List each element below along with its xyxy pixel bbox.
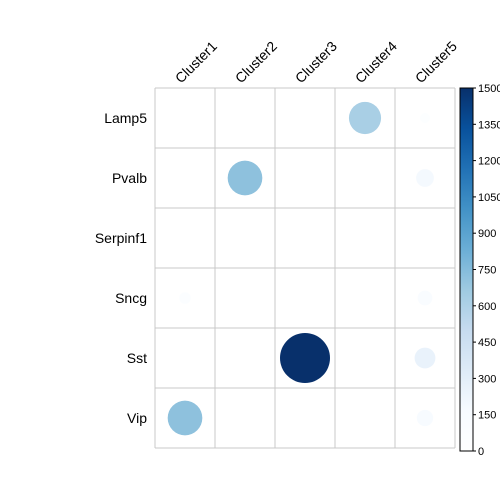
circles <box>167 101 436 436</box>
colorbar-bar <box>459 87 474 452</box>
data-circle <box>167 400 203 436</box>
row-label: Serpinf1 <box>95 230 147 246</box>
column-label: Cluster3 <box>292 38 340 86</box>
colorbar-tick-label: 0 <box>478 446 484 458</box>
colorbar-tick-label: 1200 <box>478 156 500 168</box>
colorbar-tick-label: 1050 <box>478 192 500 204</box>
row-label: Lamp5 <box>104 110 147 126</box>
row-labels: Lamp5 Pvalb Serpinf1 Sncg Sst Vip <box>95 110 147 426</box>
data-circle <box>348 101 382 135</box>
colorbar-tick-label: 900 <box>478 228 496 240</box>
data-circle <box>179 292 191 304</box>
data-circle <box>417 290 433 306</box>
colorbar-tick-label: 600 <box>478 301 496 313</box>
colorbar-tick-label: 300 <box>478 373 496 385</box>
column-label: Cluster5 <box>412 38 460 86</box>
data-circle <box>416 409 434 427</box>
data-circle <box>423 236 427 240</box>
column-label: Cluster1 <box>172 38 220 86</box>
row-label: Vip <box>127 410 147 426</box>
data-circle <box>420 113 430 123</box>
colorbar-tick-label: 750 <box>478 265 496 277</box>
colorbar-tick-label: 1500 <box>478 83 500 95</box>
colorbar-tick-label: 150 <box>478 410 496 422</box>
data-circle <box>414 347 436 369</box>
row-label: Sst <box>127 350 147 366</box>
colorbar: 0 150 300 450 600 750 900 1050 1200 1350 1500 <box>459 83 500 458</box>
data-circle <box>227 160 263 196</box>
column-labels: Cluster1 Cluster2 Cluster3 Cluster4 Cluster5 <box>172 38 460 86</box>
data-circle <box>182 235 188 241</box>
data-circle <box>416 169 434 187</box>
colorbar-tick-label: 450 <box>478 337 496 349</box>
row-label: Sncg <box>115 290 147 306</box>
column-label: Cluster2 <box>232 38 280 86</box>
colorbar-tick-label: 1350 <box>478 119 500 131</box>
data-circle <box>280 333 330 383</box>
grid <box>154 87 456 449</box>
row-label: Pvalb <box>112 170 147 186</box>
column-label: Cluster4 <box>352 38 400 86</box>
